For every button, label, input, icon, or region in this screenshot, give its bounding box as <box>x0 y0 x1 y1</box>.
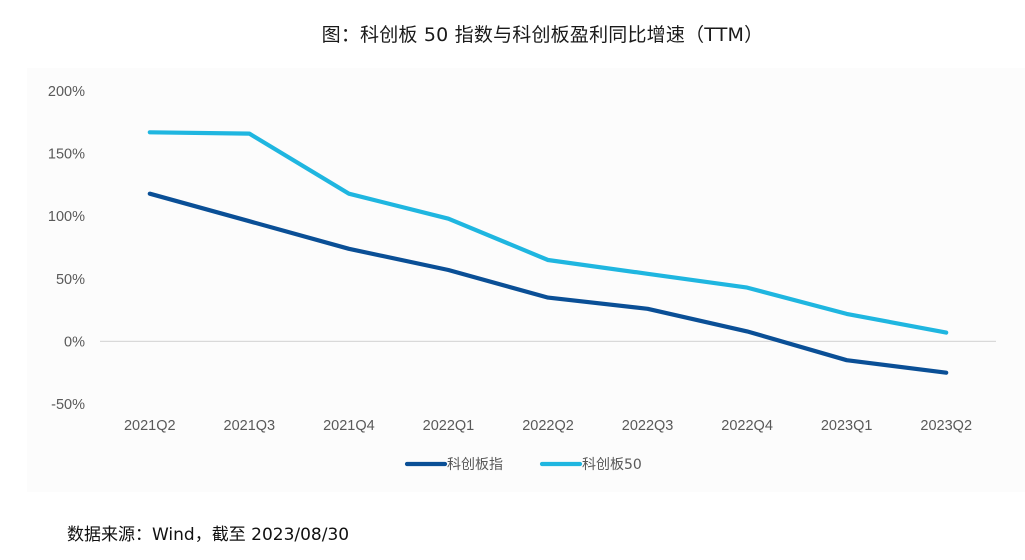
y-tick-label: 0% <box>64 334 85 350</box>
chart-title: 图：科创板 50 指数与科创板盈利同比增速（TTM） <box>321 24 764 46</box>
x-tick-label: 2022Q2 <box>522 418 574 434</box>
x-tick-label: 2021Q3 <box>224 418 276 434</box>
x-tick-label: 2022Q1 <box>423 418 475 434</box>
series-line-1 <box>147 191 949 375</box>
legend: 科创板指 科创板50 <box>404 457 642 473</box>
x-axis: 2021Q2 2021Q3 2021Q4 2022Q1 2022Q2 2022Q3 2022… <box>124 418 972 434</box>
y-tick-label: 50% <box>56 272 85 288</box>
series-lines <box>147 130 949 375</box>
y-tick-label: 100% <box>48 209 85 225</box>
x-tick-label: 2022Q4 <box>721 418 773 434</box>
y-tick-label: 150% <box>48 147 85 163</box>
data-source-note: 数据来源：Wind，截至 2023/08/30 <box>67 525 350 545</box>
x-tick-label: 2023Q1 <box>821 418 873 434</box>
y-tick-label: -50% <box>51 397 85 413</box>
chart-panel <box>27 68 1025 492</box>
y-axis: 200% 150% 100% 50% 0% -50% <box>48 84 85 413</box>
x-tick-label: 2021Q2 <box>124 418 176 434</box>
series-line-2 <box>147 130 949 335</box>
x-tick-label: 2021Q4 <box>323 418 375 434</box>
x-tick-label: 2023Q2 <box>920 418 972 434</box>
legend-label: 科创板50 <box>582 457 642 473</box>
legend-label: 科创板指 <box>447 457 503 473</box>
y-tick-label: 200% <box>48 84 85 100</box>
x-tick-label: 2022Q3 <box>622 418 674 434</box>
